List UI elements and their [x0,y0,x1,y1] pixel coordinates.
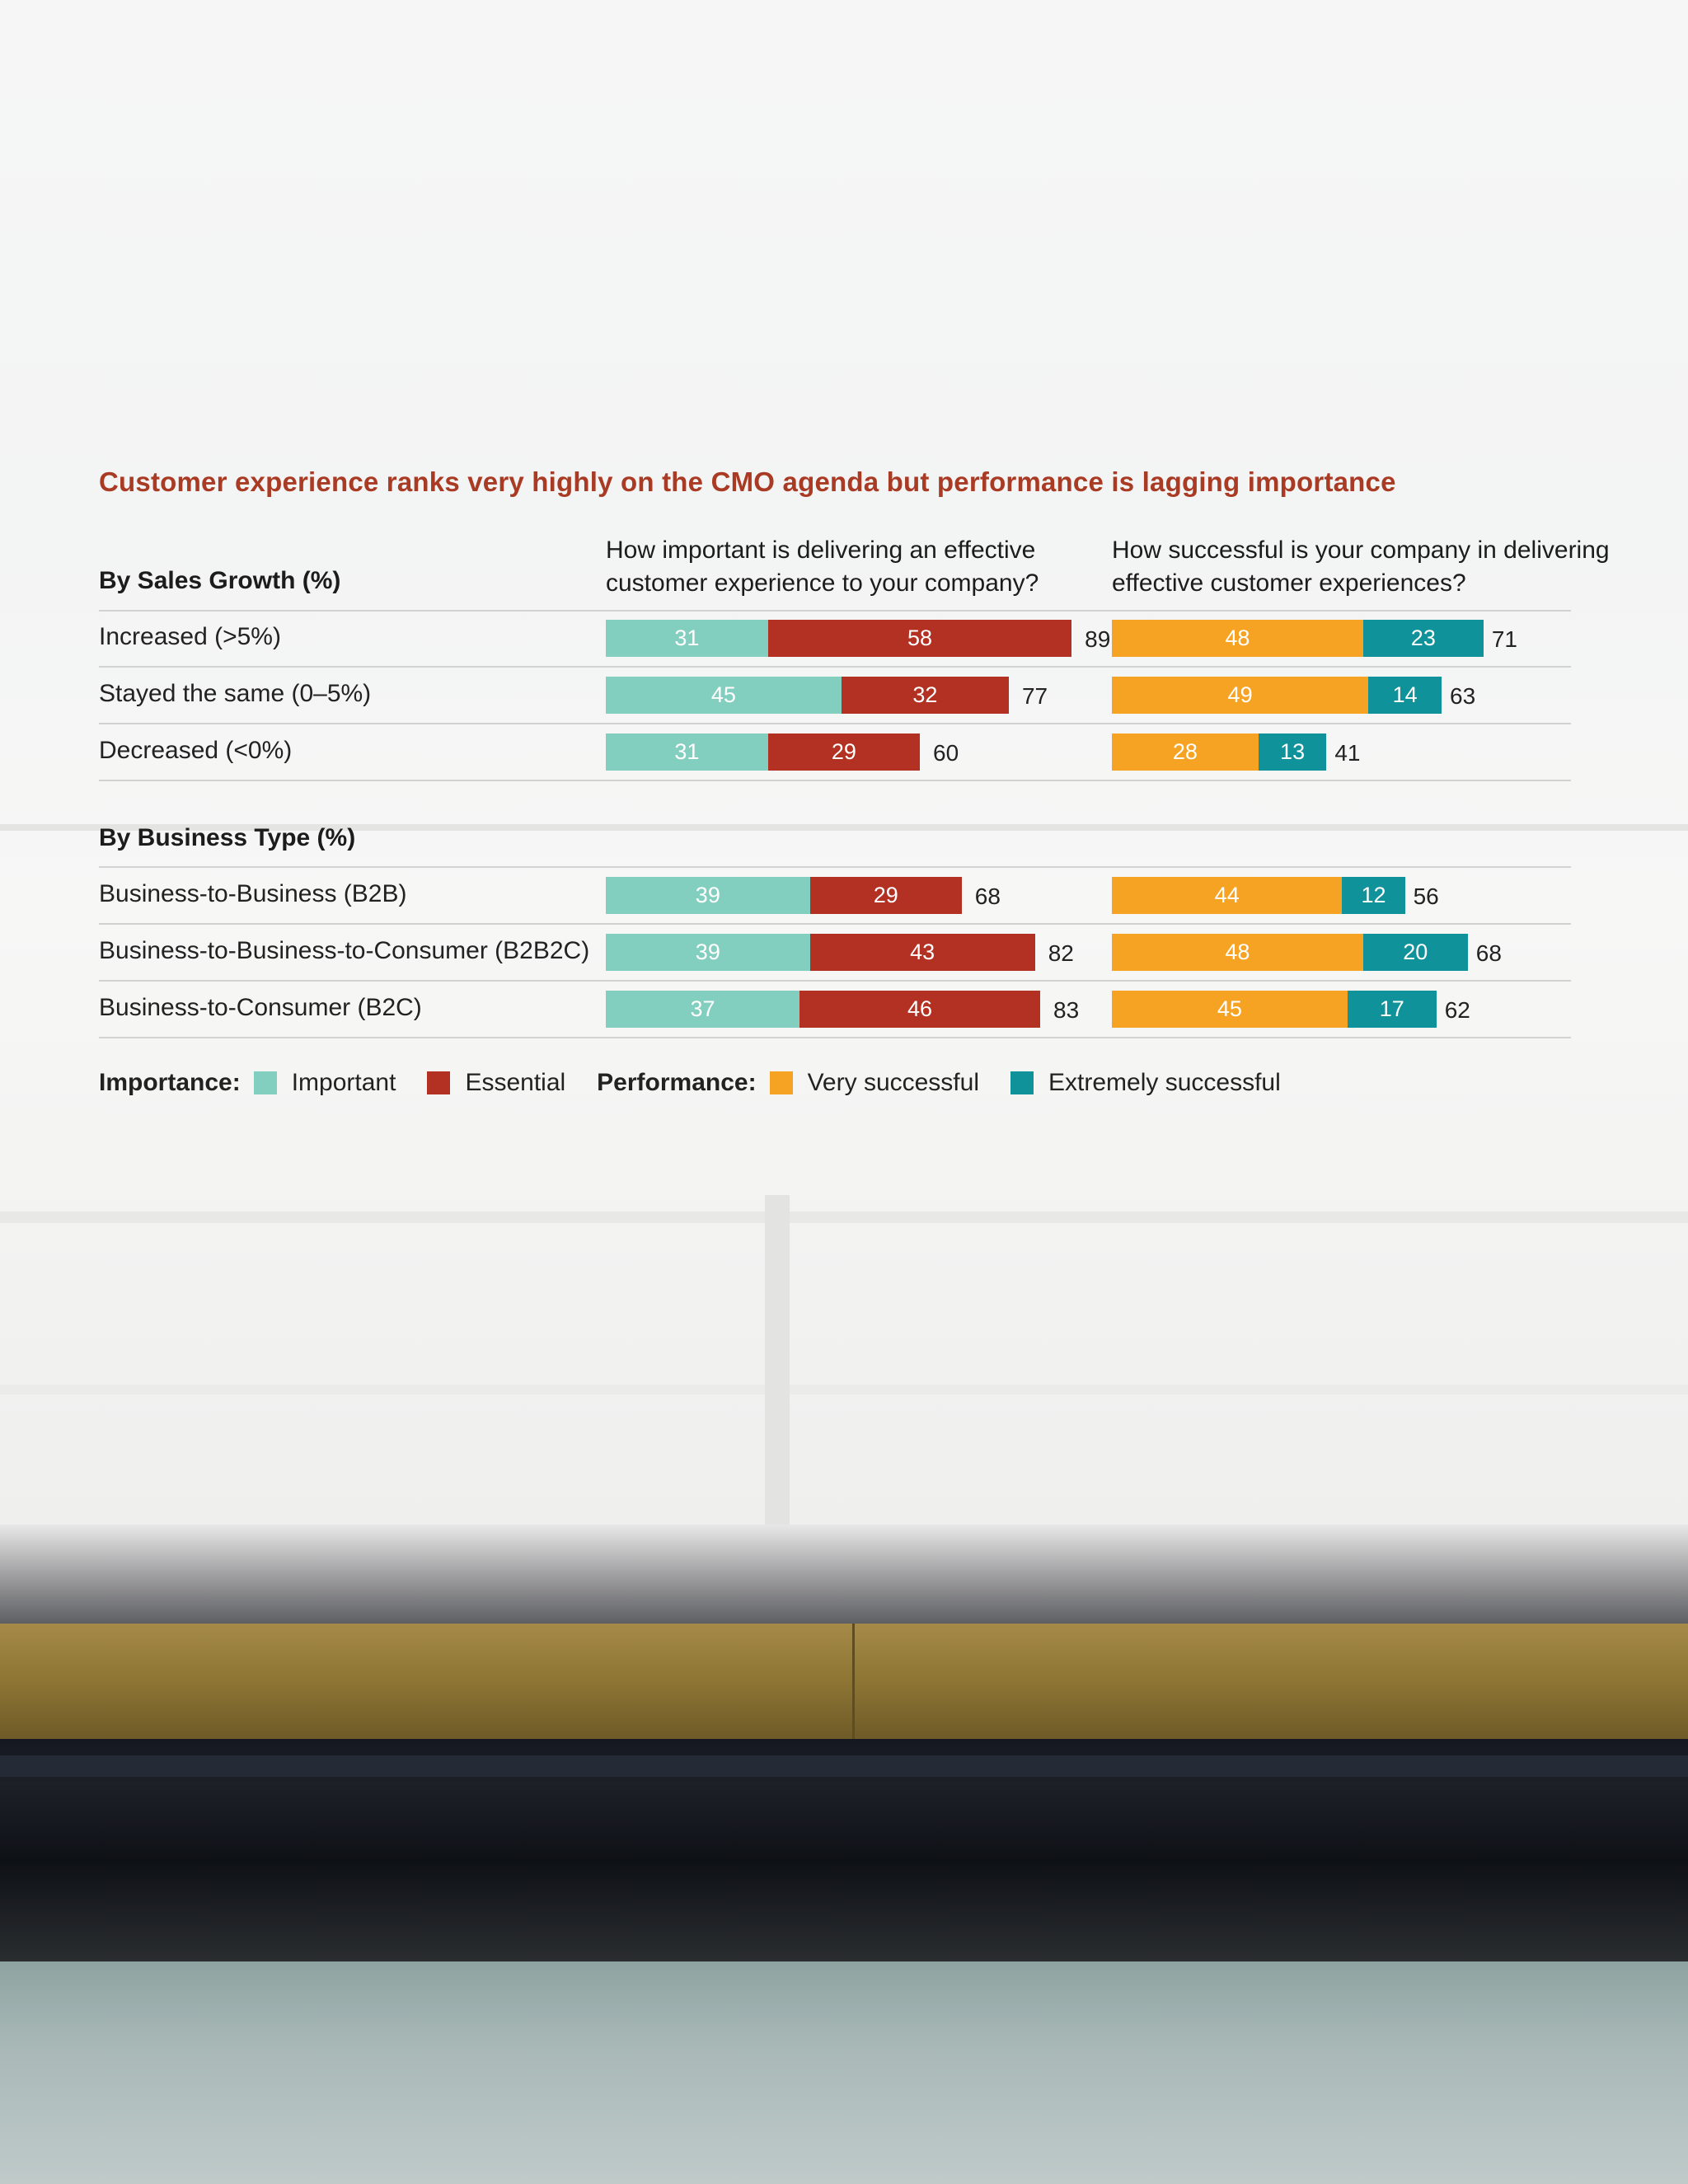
stacked-bar-chart: Customer experience ranks very highly on… [99,466,1610,1099]
importance-total-label: 77 [1021,683,1048,709]
importance-total-label: 60 [933,740,959,766]
bar-extremely-successful: 20 [1362,934,1468,971]
legend-performance-title: Performance: [597,1069,757,1096]
bar-important: 45 [606,677,842,714]
legend-label-essential: Essential [465,1069,566,1096]
performance-panel-heading: How successful is your company in delive… [1112,537,1610,597]
row-divider [99,866,1571,868]
background-wood-seam [852,1624,855,1739]
bar-essential: 43 [809,934,1035,971]
bar-very-successful: 48 [1112,620,1363,657]
legend: Importance: Important Essential Performa… [99,1066,1312,1099]
background-wood-panel [0,1624,1688,1739]
legend-swatch-important [253,1071,277,1094]
legend-label-very-successful: Very successful [807,1069,979,1096]
row-divider [99,610,1571,612]
performance-total-label: 68 [1475,940,1502,966]
legend-label-important: Important [291,1069,396,1096]
row-label: Business-to-Business-to-Consumer (B2B2C) [99,937,590,964]
bar-important: 37 [606,991,799,1028]
background-post [765,1195,790,1541]
row-label: Decreased (<0%) [99,737,293,764]
bar-extremely-successful: 13 [1258,733,1327,771]
performance-total-label: 71 [1491,626,1517,652]
performance-total-label: 56 [1413,883,1439,909]
row-label: Increased (>5%) [99,623,281,650]
background-ledge [0,1385,1688,1394]
legend-swatch-extremely-successful [1010,1071,1034,1094]
bar-important: 31 [606,733,768,771]
row-divider [99,666,1571,668]
bar-very-successful: 48 [1112,934,1363,971]
row-label: Business-to-Business (B2B) [99,880,407,907]
row-divider [99,780,1571,781]
performance-total-label: 62 [1444,997,1470,1023]
bar-essential: 46 [799,991,1041,1028]
background-ledge [0,824,1688,831]
legend-importance-title: Importance: [99,1069,241,1096]
performance-total-label: 41 [1334,740,1361,766]
background-shadow [0,1525,1688,1624]
chart-title: Customer experience ranks very highly on… [99,466,1396,497]
row-label: Business-to-Consumer (B2C) [99,994,422,1021]
legend-label-extremely-successful: Extremely successful [1048,1069,1281,1096]
importance-total-label: 68 [974,883,1001,909]
bar-very-successful: 49 [1112,677,1369,714]
row-divider [99,723,1571,724]
bar-important: 31 [606,620,768,657]
importance-panel-heading: How important is delivering an effective… [606,537,1039,597]
bar-important: 39 [606,877,810,914]
bar-essential: 58 [767,620,1072,657]
importance-total-label: 89 [1085,626,1111,652]
row-divider [99,980,1571,982]
bar-extremely-successful: 14 [1368,677,1442,714]
bar-extremely-successful: 12 [1342,877,1405,914]
bar-important: 39 [606,934,810,971]
bar-essential: 29 [767,733,920,771]
importance-total-label: 83 [1053,997,1080,1023]
row-divider [99,923,1571,925]
bar-extremely-successful: 23 [1362,620,1484,657]
legend-swatch-very-successful [769,1071,793,1094]
row-label: Stayed the same (0–5%) [99,680,372,707]
group-label: By Sales Growth (%) [99,567,341,594]
bar-extremely-successful: 17 [1347,991,1437,1028]
background-ledge [0,1212,1688,1223]
bar-essential: 29 [809,877,962,914]
bar-essential: 32 [841,677,1009,714]
importance-total-label: 82 [1048,940,1074,966]
bar-very-successful: 45 [1112,991,1348,1028]
background-rail [0,1755,1688,1777]
row-divider [99,1037,1571,1038]
legend-swatch-essential [427,1071,451,1094]
background-floor [0,1961,1688,2184]
bar-very-successful: 28 [1112,733,1259,771]
group-label: By Business Type (%) [99,824,356,851]
performance-total-label: 63 [1450,683,1476,709]
bar-very-successful: 44 [1112,877,1343,914]
